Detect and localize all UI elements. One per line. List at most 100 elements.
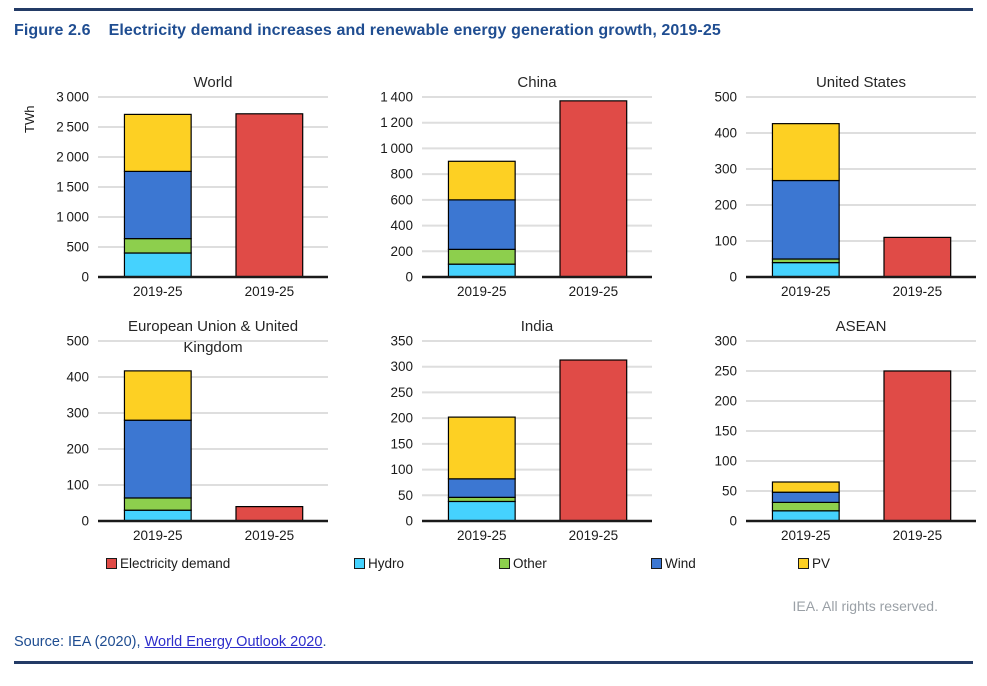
svg-text:1 500: 1 500 bbox=[56, 180, 89, 195]
figure-number: Figure 2.6 bbox=[14, 22, 91, 39]
svg-text:100: 100 bbox=[390, 462, 413, 477]
svg-text:United States: United States bbox=[816, 74, 906, 91]
svg-text:0: 0 bbox=[81, 514, 89, 529]
subplot-canvas: 0 100 200 300 400 500 2019-25 2019-25 United Sta… bbox=[714, 74, 976, 299]
svg-text:200: 200 bbox=[390, 411, 413, 426]
legend-label: Electricity demand bbox=[120, 556, 231, 571]
svg-text:2019-25: 2019-25 bbox=[133, 284, 183, 299]
svg-text:150: 150 bbox=[714, 424, 737, 439]
subplot-canvas: 0 100 200 300 400 500 2019-25 2019-25 European U… bbox=[66, 318, 328, 543]
svg-text:2019-25: 2019-25 bbox=[457, 284, 507, 299]
svg-text:100: 100 bbox=[66, 478, 89, 493]
svg-text:800: 800 bbox=[390, 167, 413, 182]
top-divider bbox=[14, 8, 973, 11]
chart-eu-uk: 0 100 200 300 400 500 2019-25 2019-25 European U… bbox=[12, 308, 336, 554]
svg-text:300: 300 bbox=[714, 162, 737, 177]
svg-text:600: 600 bbox=[390, 192, 413, 207]
svg-text:2019-25: 2019-25 bbox=[569, 528, 619, 543]
svg-text:2 000: 2 000 bbox=[56, 150, 89, 165]
copyright-note: IEA. All rights reserved. bbox=[792, 598, 938, 614]
svg-text:0: 0 bbox=[729, 270, 737, 285]
legend-item-other: Other bbox=[499, 556, 547, 571]
svg-text:2019-25: 2019-25 bbox=[781, 284, 831, 299]
svg-text:2019-25: 2019-25 bbox=[893, 284, 943, 299]
source-suffix: . bbox=[322, 634, 327, 650]
svg-text:200: 200 bbox=[66, 442, 89, 457]
svg-text:1 000: 1 000 bbox=[380, 141, 413, 156]
chart-world: 0 500 1 000 1 500 2 000 2 500 3 000 2019-25 2019… bbox=[12, 64, 336, 310]
svg-text:1 200: 1 200 bbox=[380, 115, 413, 130]
legend-item-pv: PV bbox=[798, 556, 830, 571]
svg-text:0: 0 bbox=[405, 514, 413, 529]
svg-text:2019-25: 2019-25 bbox=[781, 528, 831, 543]
svg-text:200: 200 bbox=[390, 244, 413, 259]
svg-text:China: China bbox=[517, 74, 557, 91]
svg-text:250: 250 bbox=[714, 364, 737, 379]
svg-text:200: 200 bbox=[714, 198, 737, 213]
svg-text:2019-25: 2019-25 bbox=[245, 284, 295, 299]
legend-label: PV bbox=[812, 556, 831, 571]
chart-legend: Electricity demand Hydro Other Wind PV bbox=[0, 556, 987, 578]
svg-text:0: 0 bbox=[729, 514, 737, 529]
svg-text:2019-25: 2019-25 bbox=[457, 528, 507, 543]
legend-item-wind: Wind bbox=[651, 556, 696, 571]
chart-asean: 0 50 100 150 200 250 300 2019-25 2019-25 ASEAN bbox=[660, 308, 984, 554]
svg-text:150: 150 bbox=[390, 436, 413, 451]
svg-text:World: World bbox=[194, 74, 233, 91]
svg-text:0: 0 bbox=[405, 270, 413, 285]
svg-text:300: 300 bbox=[714, 334, 737, 349]
subplot-canvas: 0 50 100 150 200 250 300 2019-25 2019-25 ASEAN bbox=[714, 318, 976, 543]
bottom-divider bbox=[14, 661, 973, 664]
svg-text:ASEAN: ASEAN bbox=[836, 318, 887, 335]
svg-text:2019-25: 2019-25 bbox=[893, 528, 943, 543]
svg-text:2 500: 2 500 bbox=[56, 120, 89, 135]
svg-text:50: 50 bbox=[398, 488, 413, 503]
legend-label: Wind bbox=[665, 556, 696, 571]
svg-text:250: 250 bbox=[390, 385, 413, 400]
svg-text:100: 100 bbox=[714, 454, 737, 469]
legend-label: Hydro bbox=[368, 556, 405, 571]
svg-text:50: 50 bbox=[722, 484, 737, 499]
source-link[interactable]: World Energy Outlook 2020 bbox=[144, 634, 323, 650]
svg-text:1 000: 1 000 bbox=[56, 210, 89, 225]
svg-text:Kingdom: Kingdom bbox=[183, 339, 242, 356]
svg-text:300: 300 bbox=[66, 406, 89, 421]
subplot-canvas: 0 50 100 150 200 250 300 350 2019-25 2019-25 India bbox=[390, 318, 652, 543]
legend-swatch-other bbox=[499, 558, 510, 569]
legend-swatch-hydro bbox=[354, 558, 365, 569]
svg-text:2019-25: 2019-25 bbox=[569, 284, 619, 299]
svg-text:100: 100 bbox=[714, 234, 737, 249]
svg-text:350: 350 bbox=[390, 334, 413, 349]
legend-item-electricity-demand: Electricity demand bbox=[106, 556, 230, 571]
figure-title: Figure 2.6 Electricity demand increases a… bbox=[14, 22, 974, 40]
legend-item-hydro: Hydro bbox=[354, 556, 404, 571]
svg-text:200: 200 bbox=[714, 394, 737, 409]
source-prefix: Source: IEA (2020), bbox=[14, 634, 145, 650]
svg-text:2019-25: 2019-25 bbox=[245, 528, 295, 543]
legend-swatch-wind bbox=[651, 558, 662, 569]
subplot-canvas: 0 200 400 600 800 1 000 1 200 1 400 2019-25 2019-… bbox=[380, 74, 652, 299]
legend-swatch-pv bbox=[798, 558, 809, 569]
charts-grid: 0 500 1 000 1 500 2 000 2 500 3 000 2019-25 2019… bbox=[12, 64, 984, 556]
svg-text:400: 400 bbox=[66, 370, 89, 385]
legend-swatch-electricity-demand bbox=[106, 558, 117, 569]
figure-title-text: Electricity demand increases and renewab… bbox=[108, 22, 721, 39]
svg-text:European Union & United: European Union & United bbox=[128, 318, 298, 335]
svg-text:500: 500 bbox=[66, 240, 89, 255]
svg-text:0: 0 bbox=[81, 270, 89, 285]
chart-china: 0 200 400 600 800 1 000 1 200 1 400 2019-25 2019-… bbox=[336, 64, 660, 310]
svg-text:300: 300 bbox=[390, 359, 413, 374]
svg-text:1 400: 1 400 bbox=[380, 90, 413, 105]
chart-united-states: 0 100 200 300 400 500 2019-25 2019-25 United Sta… bbox=[660, 64, 984, 310]
svg-text:400: 400 bbox=[390, 218, 413, 233]
svg-text:500: 500 bbox=[714, 90, 737, 105]
svg-text:3 000: 3 000 bbox=[56, 90, 89, 105]
legend-label: Other bbox=[513, 556, 547, 571]
chart-india: 0 50 100 150 200 250 300 350 2019-25 2019-25 India bbox=[336, 308, 660, 554]
svg-text:400: 400 bbox=[714, 126, 737, 141]
source-line: Source: IEA (2020), World Energy Outlook… bbox=[14, 634, 326, 650]
subplot-canvas: 0 500 1 000 1 500 2 000 2 500 3 000 2019-25 2019… bbox=[56, 74, 328, 299]
svg-text:India: India bbox=[521, 318, 554, 335]
svg-text:2019-25: 2019-25 bbox=[133, 528, 183, 543]
svg-text:500: 500 bbox=[66, 334, 89, 349]
